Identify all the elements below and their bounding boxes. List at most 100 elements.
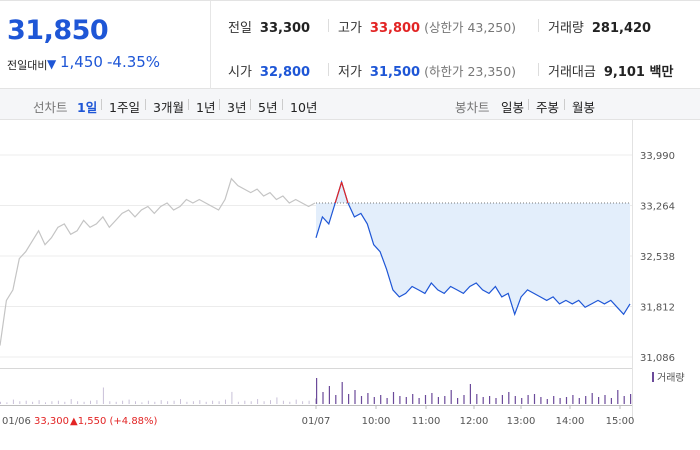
period-tab-5y[interactable]: 5년 — [258, 100, 278, 115]
volume-bar — [527, 395, 529, 404]
stat-value: 33,300 — [259, 21, 311, 36]
volume-bar — [514, 396, 516, 404]
lower-limit: (하한가 23,350) — [424, 64, 517, 79]
period-tab-1y[interactable]: 1년 — [196, 100, 216, 115]
divider — [328, 63, 329, 76]
volume-bar — [373, 397, 375, 404]
volume-bar — [508, 392, 510, 404]
volume-bar — [495, 398, 497, 404]
volume-bar — [316, 378, 318, 404]
volume-bar — [322, 392, 324, 404]
volume-bar — [167, 401, 169, 404]
down-triangle-icon: ▼ — [47, 57, 57, 71]
y-tick-label: 33,264 — [640, 202, 675, 213]
volume-bar — [617, 390, 619, 404]
volume-bar — [399, 396, 401, 404]
x-tick-label: 01/07 — [302, 416, 331, 427]
volume-bar — [328, 386, 330, 404]
prev-day-line — [0, 177, 316, 346]
candle-tab-weekly[interactable]: 주봉 — [536, 100, 560, 115]
stat-volume: 거래량 281,420 — [548, 17, 651, 36]
volume-bar — [585, 396, 587, 404]
volume-bar — [469, 384, 471, 404]
volume-bar — [6, 402, 8, 404]
volume-bar — [367, 393, 369, 404]
volume-bar — [77, 401, 79, 404]
volume-bar — [578, 398, 580, 404]
volume-bar — [0, 401, 1, 404]
change-value: 1,450 — [60, 53, 103, 71]
volume-bar — [64, 401, 66, 404]
stat-label: 시가 — [228, 65, 252, 80]
x-axis: 01/07 10:00 11:00 12:00 13:00 14:00 15:00 — [302, 405, 635, 427]
divider — [538, 19, 539, 32]
candle-tab-monthly[interactable]: 월봉 — [572, 100, 596, 115]
period-tab-10y[interactable]: 10년 — [290, 100, 318, 115]
candle-chart-label: 봉차트 — [455, 100, 490, 115]
prev-day-label: 01/06 — [2, 416, 31, 427]
x-tick-label: 15:00 — [606, 416, 635, 427]
volume-bar — [70, 399, 72, 404]
period-tab-1w[interactable]: 1주일 — [109, 100, 140, 115]
volume-bar — [192, 401, 194, 404]
volume-bar — [463, 395, 465, 404]
period-tab-3m[interactable]: 3개월 — [153, 100, 184, 115]
volume-bar — [96, 400, 98, 404]
volume-bar — [141, 402, 143, 404]
volume-bar — [135, 401, 136, 404]
change-label: 전일대비 — [7, 59, 48, 72]
volume-bar — [572, 395, 574, 404]
prev-day-close: 33,300 — [34, 416, 69, 427]
stat-label: 거래대금 — [548, 65, 596, 80]
stat-low: 저가 31,500 (하한가 23,350) — [338, 61, 516, 80]
divider — [538, 63, 539, 76]
period-tab-3y[interactable]: 3년 — [227, 100, 247, 115]
period-tab-1d[interactable]: 1일 — [77, 100, 98, 115]
volume-bar — [237, 401, 239, 404]
x-tick-label: 12:00 — [460, 416, 489, 427]
current-price-box: 31,850 전일대비 ▼ 1,450 -4.35% — [0, 1, 211, 89]
stat-label: 저가 — [338, 65, 362, 80]
divider — [282, 99, 283, 110]
x-tick-label: 14:00 — [556, 416, 585, 427]
volume-bar — [405, 397, 407, 404]
volume-bar — [57, 400, 59, 404]
volume-bar — [610, 398, 612, 404]
volume-bar — [489, 396, 491, 404]
volume-bar — [591, 393, 593, 404]
volume-legend-swatch — [652, 372, 654, 382]
x-tick-label: 10:00 — [362, 416, 391, 427]
volume-bar — [289, 401, 291, 404]
volume-bar — [180, 399, 181, 404]
change-percent: -4.35% — [107, 53, 161, 71]
volume-bar — [154, 401, 156, 404]
volume-bar — [604, 395, 606, 404]
volume-bar — [12, 399, 14, 404]
volume-bar — [308, 400, 310, 404]
today-area-fill — [316, 182, 630, 315]
stat-value: 32,800 — [259, 65, 311, 80]
divider — [250, 99, 251, 110]
volume-bar — [231, 391, 233, 404]
volume-bar — [199, 400, 201, 404]
y-axis: 33,990 33,264 32,538 31,812 31,086 — [640, 151, 675, 364]
volume-bar — [250, 401, 252, 404]
volume-bar — [630, 394, 632, 404]
volume-bar — [482, 397, 484, 404]
y-tick-label: 31,812 — [640, 303, 675, 314]
volume-bar — [559, 398, 561, 404]
volume-bar — [501, 395, 503, 404]
x-tick-label: 13:00 — [507, 416, 536, 427]
volume-bar — [83, 401, 85, 404]
volume-bar — [360, 396, 363, 404]
today-line — [315, 180, 631, 317]
divider — [528, 99, 529, 110]
line-chart-label: 선차트 — [33, 100, 68, 115]
volume-bars — [0, 378, 632, 404]
divider — [564, 99, 565, 110]
volume-bar — [45, 402, 46, 404]
price-chart[interactable]: 33,990 33,264 32,538 31,812 31,086 거래량 01/07… — [0, 120, 700, 450]
candle-tab-daily[interactable]: 일봉 — [501, 100, 525, 115]
volume-bar — [412, 394, 414, 404]
upper-limit: (상한가 43,250) — [424, 20, 517, 35]
